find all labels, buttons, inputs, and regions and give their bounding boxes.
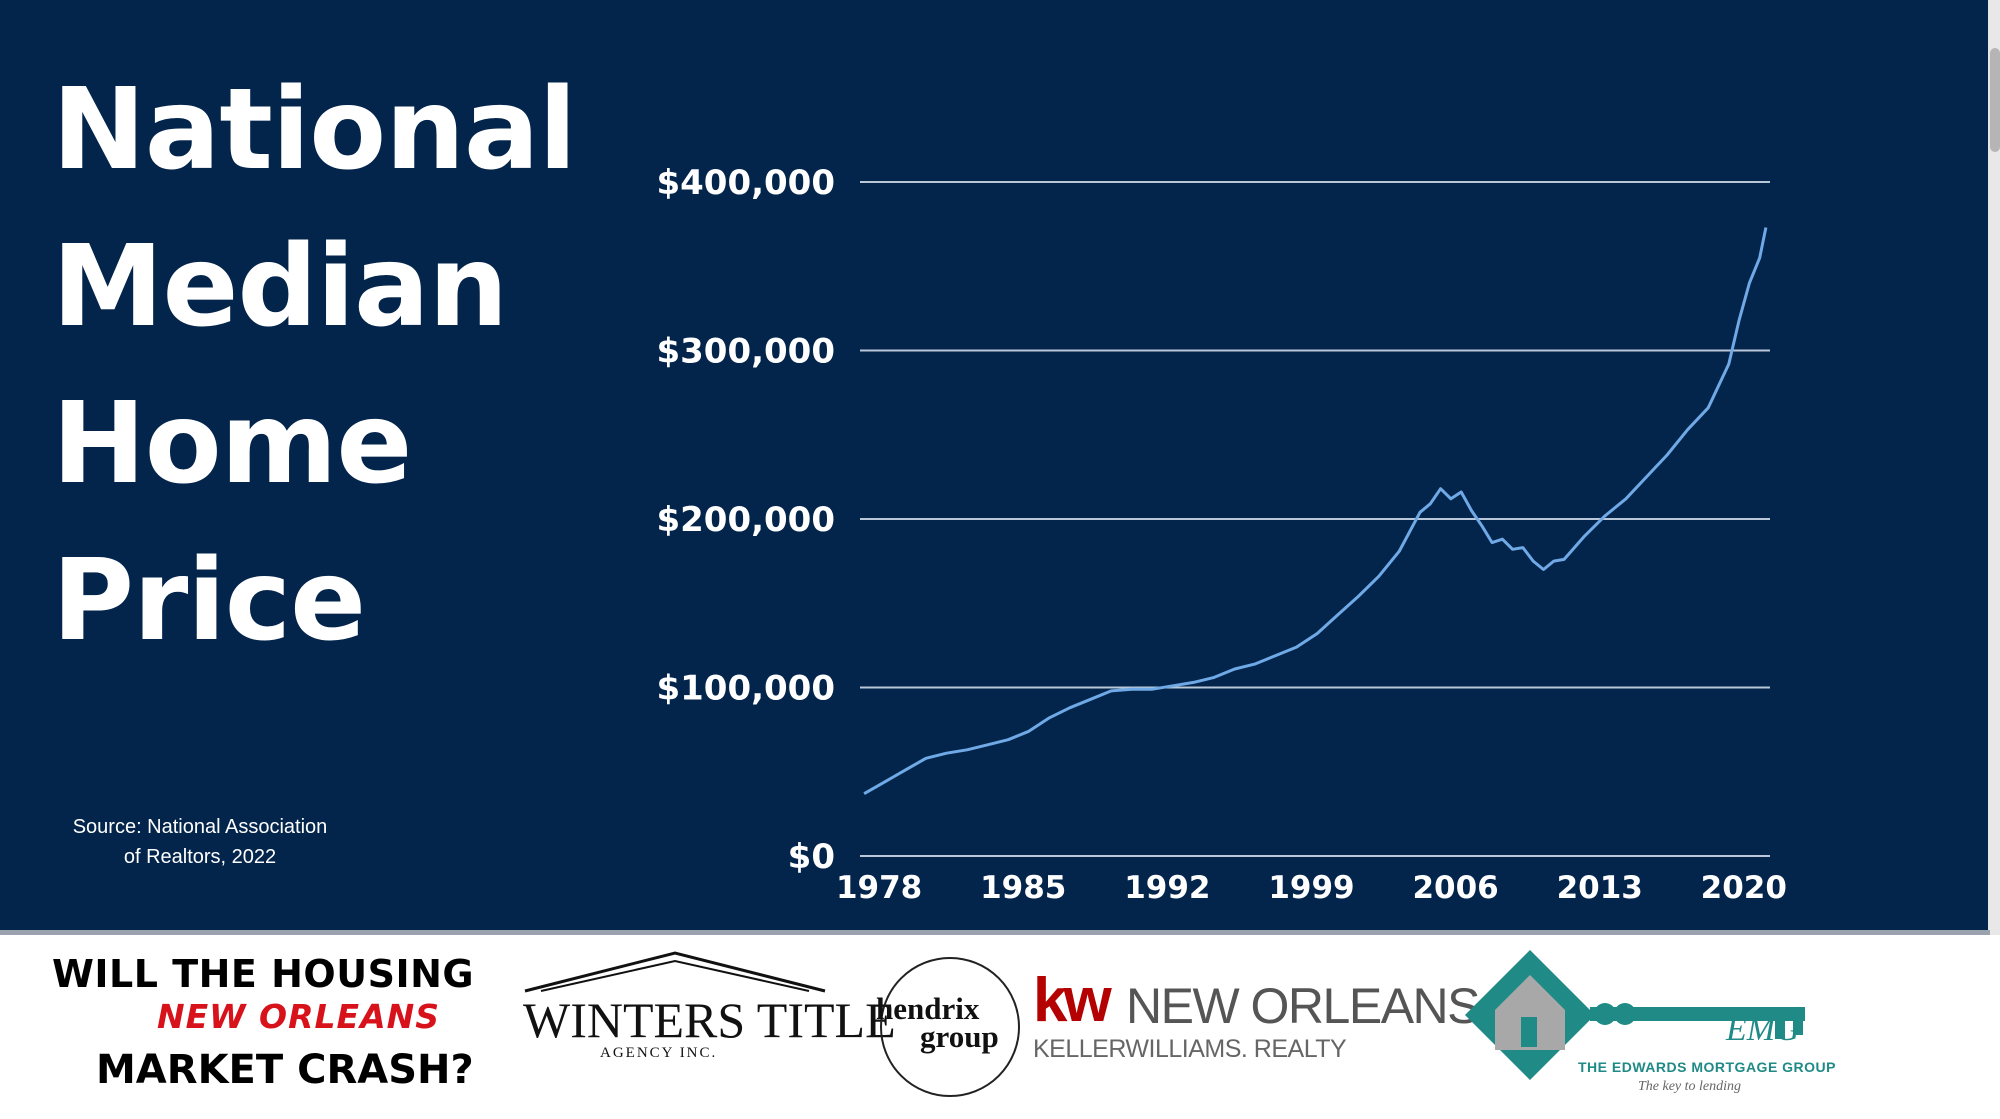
- y-tick-label: $0: [788, 837, 835, 877]
- source-line-1: Source: National Association: [72, 816, 328, 838]
- winters-title-name: WINTERS TITLE: [523, 992, 896, 1048]
- title-line-2: Median: [52, 222, 508, 352]
- y-tick-label: $200,000: [656, 500, 835, 540]
- line-chart: $0$100,000$200,000$300,000$400,000 1978 1…: [656, 163, 1787, 906]
- hendrix-logo-line-2: group: [920, 1019, 999, 1054]
- kw-logo-sub: KELLERWILLIAMS. REALTY: [1033, 1035, 1347, 1063]
- y-tick-label: $400,000: [656, 163, 835, 203]
- winters-roof-icon: [524, 951, 826, 993]
- footer-divider: [0, 930, 1990, 935]
- scrollbar-thumb[interactable]: [1990, 48, 2000, 152]
- title-line-4: Price: [52, 536, 366, 666]
- x-axis-labels: 1978 1985 1992 1999 2006 2013 2020: [836, 870, 1787, 906]
- winters-title-sub: AGENCY INC.: [600, 1045, 718, 1061]
- x-tick-label: 1999: [1268, 870, 1354, 906]
- price-series-line: [863, 227, 1768, 796]
- x-tick-label: 2006: [1412, 870, 1498, 906]
- emg-key-icon: [1465, 950, 1805, 1080]
- emg-logo-name: THE EDWARDS MORTGAGE GROUP: [1578, 1059, 1837, 1075]
- kw-logo-mark: kw: [1033, 966, 1112, 1035]
- x-tick-label: 1978: [836, 870, 922, 906]
- x-tick-label: 1985: [980, 870, 1066, 906]
- hendrix-logo-line-1: hendrix: [876, 991, 980, 1026]
- source-note: Source: National Association of Realtors…: [40, 812, 360, 872]
- y-axis-labels: $0 $100,000 $200,000 $300,000 $400,000: [656, 163, 835, 877]
- emg-logo-abbr: EMG: [1726, 1011, 1800, 1048]
- crash-logo-line-3: MARKET CRASH?: [96, 1047, 474, 1093]
- y-tick-label: $100,000: [656, 669, 835, 709]
- crash-logo-line-1: WILL THE HOUSING: [52, 952, 475, 996]
- emg-logo-tagline: The key to lending: [1638, 1079, 1742, 1094]
- source-line-2: of Realtors, 2022: [123, 846, 277, 868]
- title-line-1: National: [52, 65, 577, 195]
- gridlines: [860, 181, 1770, 857]
- series-layer: [863, 227, 1768, 796]
- sponsor-footer: WILL THE HOUSING NEW ORLEANS MARKET CRAS…: [0, 935, 1990, 1119]
- slide-panel: National Median Home Price Source: Natio…: [0, 0, 1990, 930]
- title-line-3: Home: [52, 379, 412, 509]
- scrollbar-track[interactable]: [1988, 0, 2000, 935]
- y-tick-label: $300,000: [656, 332, 835, 372]
- crash-logo-line-2: NEW ORLEANS: [157, 997, 441, 1036]
- x-tick-label: 1992: [1124, 870, 1210, 906]
- hendrix-circle-icon: [880, 957, 1020, 1097]
- x-tick-label: 2020: [1701, 870, 1787, 906]
- kw-logo-city: NEW ORLEANS: [1126, 978, 1481, 1034]
- x-tick-label: 2013: [1557, 870, 1643, 906]
